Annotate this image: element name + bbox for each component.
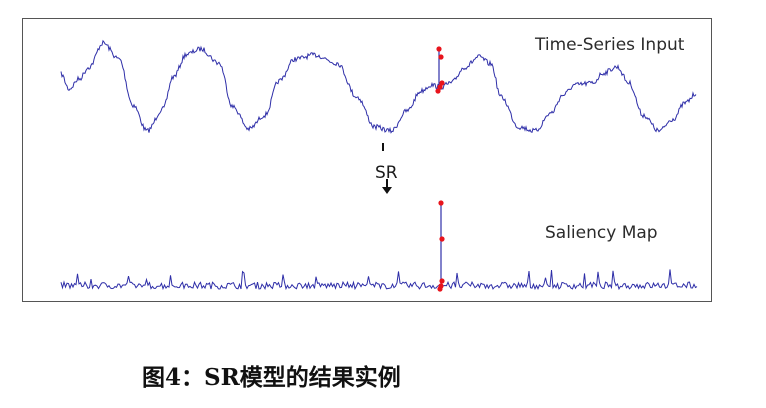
anomaly-point [437,286,443,292]
figure-graphic [60,39,698,292]
time-series-input-label: Time-Series Input [535,35,685,55]
anomaly-point [438,200,444,206]
down-arrow-icon [382,143,392,194]
saliency-line [60,269,698,291]
sr-arrow-label: SR [375,163,398,183]
anomaly-point [437,84,443,90]
saliency-map-label: Saliency Map [545,223,658,243]
figure-caption: 图4：SR模型的结果实例 [142,364,401,391]
saliency-anomaly-spike [437,200,445,292]
time-series-anomaly-spike [435,46,445,94]
time-series-line [60,39,697,134]
anomaly-point [439,80,445,86]
anomaly-point [439,278,445,284]
figure-panel: Time-Series Input Saliency Map SR [22,18,712,302]
anomaly-point [439,236,445,242]
anomaly-point [436,46,442,52]
anomaly-point [438,54,444,60]
anomaly-point [435,88,441,94]
